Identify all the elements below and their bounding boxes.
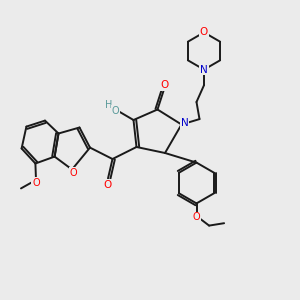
Text: O: O — [160, 80, 168, 90]
Text: O: O — [200, 27, 208, 38]
Text: N: N — [200, 64, 208, 75]
Text: O: O — [193, 212, 200, 223]
Text: O: O — [70, 167, 77, 178]
Text: N: N — [181, 118, 188, 128]
Text: H: H — [105, 100, 112, 110]
Text: O: O — [112, 106, 119, 116]
Text: O: O — [103, 180, 112, 190]
Text: O: O — [32, 178, 40, 188]
